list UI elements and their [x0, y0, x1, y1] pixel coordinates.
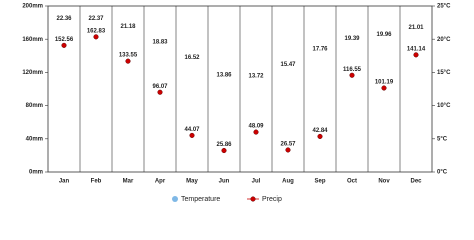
temperature-label: 17.76 [312, 47, 328, 53]
legend-label: Precip [262, 196, 282, 203]
precip-label: 44.07 [184, 127, 200, 133]
precip-point [189, 132, 195, 138]
y-tick-label: 160mm [22, 37, 43, 43]
precip-label: 101.19 [375, 80, 394, 86]
temperature-label: 19.39 [344, 36, 360, 42]
precip-label: 152.56 [55, 37, 74, 43]
y-tick-label: 40mm [26, 136, 43, 142]
x-tick-label: Jul [252, 179, 261, 185]
precip-point [285, 147, 291, 153]
precip-point [93, 34, 99, 40]
temperature-label: 13.72 [248, 73, 264, 79]
precip-label: 26.57 [280, 142, 296, 148]
precip-label: 116.55 [343, 67, 362, 73]
x-tick-label: Nov [378, 179, 390, 185]
precip-point [253, 129, 259, 135]
precip-point [221, 147, 227, 154]
precip-label: 48.09 [248, 124, 264, 130]
y-tick-label: 200mm [22, 4, 43, 10]
x-tick-label: Aug [282, 179, 294, 185]
precip-point [61, 42, 67, 48]
x-tick-label: Feb [91, 179, 102, 185]
temperature-label: 19.96 [376, 32, 392, 38]
legend-swatch [250, 196, 256, 202]
temperature-label: 22.36 [56, 16, 72, 22]
y2-tick-label: 25°C [437, 4, 451, 10]
x-tick-label: Apr [155, 179, 166, 185]
x-tick-label: Sep [314, 179, 325, 185]
x-tick-label: Dec [410, 179, 422, 185]
chart: 0mm 40mm 80mm 120mm 160mm 200mm 0°C 5°C 10°C 15°C… [22, 4, 451, 203]
temperature-label: 21.18 [120, 24, 136, 30]
y-tick-label: 0mm [29, 170, 43, 176]
precip-label: 96.07 [152, 84, 168, 90]
precip-point [125, 58, 131, 64]
precip-point [157, 89, 163, 95]
temperature-label: 13.86 [216, 73, 232, 79]
temperature-label: 22.37 [88, 16, 104, 22]
x-tick-label: Oct [347, 179, 357, 185]
precip-point [413, 52, 419, 58]
temperature-label: 16.52 [184, 55, 200, 61]
precip-label: 25.86 [216, 142, 232, 148]
x-tick-label: May [186, 179, 198, 185]
temperature-label: 15.47 [280, 62, 296, 68]
y2-tick-label: 20°C [437, 37, 451, 43]
y2-tick-label: 5°C [437, 136, 448, 142]
precip-label: 42.84 [312, 128, 328, 134]
precip-label: 162.83 [87, 28, 106, 34]
temperature-label: 21.01 [408, 25, 424, 31]
precip-point [381, 85, 387, 91]
y2-tick-label: 0°C [437, 170, 448, 176]
legend-swatch [172, 196, 178, 202]
x-tick-label: Jun [219, 179, 230, 185]
precip-point [317, 133, 323, 139]
x-tick-label: Jan [59, 179, 70, 185]
y-tick-label: 80mm [26, 103, 43, 109]
x-tick-label: Mar [123, 179, 134, 185]
precip-label: 133.55 [119, 53, 138, 59]
y2-tick-label: 15°C [437, 70, 451, 76]
y2-tick-label: 10°C [437, 103, 451, 109]
precip-label: 141.14 [407, 46, 426, 52]
precip-point [349, 72, 355, 78]
legend-label: Temperature [181, 196, 220, 203]
temperature-label: 18.83 [152, 40, 168, 46]
y-tick-label: 120mm [22, 70, 43, 76]
